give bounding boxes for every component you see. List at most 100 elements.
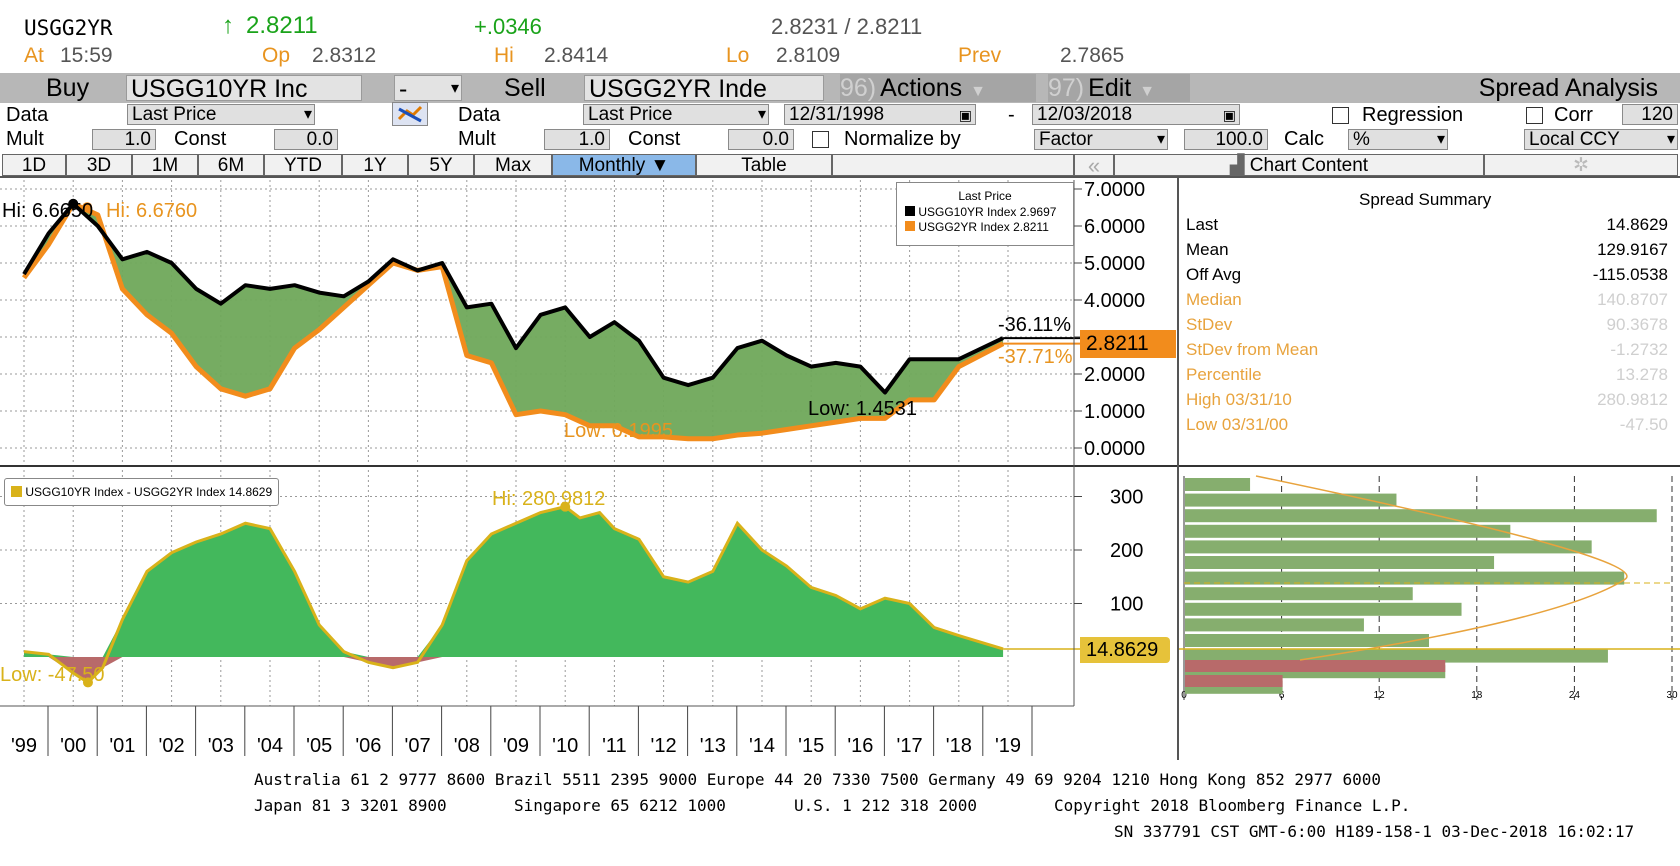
x-tick-label: '10 bbox=[552, 735, 578, 757]
hist-bar bbox=[1185, 618, 1364, 632]
hi-10y-label: Hi: 6.6650 bbox=[2, 200, 94, 222]
summary-value: -115.0538 bbox=[1592, 265, 1668, 284]
currency-dropdown[interactable]: Local CCY bbox=[1524, 129, 1678, 150]
hist-x-tick-label: 6 bbox=[1279, 690, 1285, 701]
calc-dropdown[interactable]: % bbox=[1348, 129, 1448, 150]
price-legend: Last Price USGG10YR Index 2.9697 USGG2YR… bbox=[896, 182, 1074, 246]
x-tick-label: '05 bbox=[306, 735, 332, 757]
calendar-icon[interactable]: ▣ bbox=[958, 107, 972, 123]
legend-swatch-spread bbox=[11, 486, 22, 497]
summary-row: StDev 90.3678 bbox=[1186, 314, 1680, 336]
summary-label: Median bbox=[1186, 290, 1242, 309]
y-tick-label: 0.0000 bbox=[1084, 438, 1145, 460]
corr-window-input[interactable]: 120 bbox=[1622, 104, 1678, 125]
sell-label: Sell bbox=[504, 74, 546, 102]
leg1-mult-input[interactable]: 1.0 bbox=[92, 129, 156, 150]
legend-title: Last Price bbox=[958, 189, 1012, 203]
end-date-input[interactable]: 12/03/2018 ▣ bbox=[1032, 104, 1240, 125]
summary-value: 13.278 bbox=[1616, 365, 1668, 384]
footer-us: U.S. 1 212 318 2000 bbox=[794, 796, 978, 815]
corr-checkbox[interactable] bbox=[1526, 107, 1543, 124]
calendar-icon[interactable]: ▣ bbox=[1222, 107, 1236, 123]
regression-checkbox[interactable] bbox=[1332, 107, 1349, 124]
hist-bar bbox=[1185, 571, 1625, 585]
footer-copyright: Copyright 2018 Bloomberg Finance L.P. bbox=[1054, 796, 1411, 815]
buy-security-input[interactable]: USGG10YR Inc bbox=[126, 75, 362, 101]
tab-max[interactable]: Max bbox=[474, 154, 552, 176]
summary-row: Percentile 13.278 bbox=[1186, 364, 1680, 386]
chart-content-label: Chart Content bbox=[1249, 155, 1369, 176]
leg1-data-dropdown[interactable]: Last Price bbox=[127, 104, 315, 125]
high-label: Hi bbox=[494, 44, 514, 67]
x-tick-label: '13 bbox=[700, 735, 726, 757]
last-price-tag: 2.8211 bbox=[1080, 330, 1176, 358]
tab-spacer bbox=[832, 154, 1074, 176]
x-tick-label: '08 bbox=[454, 735, 480, 757]
hist-bar bbox=[1185, 634, 1429, 647]
x-tick-label: '00 bbox=[60, 735, 86, 757]
start-date-value: 12/31/1998 bbox=[789, 104, 885, 125]
tab-3d[interactable]: 3D bbox=[66, 154, 132, 176]
normalize-method-dropdown[interactable]: Factor bbox=[1034, 129, 1168, 150]
y-tick-label: 100 bbox=[1110, 594, 1143, 616]
prev-label: Prev bbox=[958, 44, 1002, 67]
normalize-checkbox[interactable] bbox=[812, 131, 829, 148]
high-value: 2.8414 bbox=[544, 44, 609, 67]
gear-icon[interactable]: ✲ bbox=[1484, 154, 1678, 176]
legend-name-2y: USGG2YR Index bbox=[918, 220, 1010, 234]
tab-1d[interactable]: 1D bbox=[2, 154, 66, 176]
tab-5y[interactable]: 5Y bbox=[408, 154, 474, 176]
summary-value: 280.9812 bbox=[1597, 390, 1668, 409]
period-value: Monthly bbox=[578, 155, 646, 176]
legend-name-spread: USGG10YR Index - USGG2YR Index bbox=[25, 485, 226, 499]
leg2-mult-input[interactable]: 1.0 bbox=[544, 129, 610, 150]
buy-label: Buy bbox=[46, 74, 90, 102]
swap-legs-icon[interactable] bbox=[392, 102, 428, 126]
regression-label: Regression bbox=[1362, 104, 1464, 126]
summary-value: -1.2732 bbox=[1610, 340, 1668, 359]
leg2-const-input[interactable]: 0.0 bbox=[728, 129, 794, 150]
leg2-data-dropdown[interactable]: Last Price bbox=[583, 104, 769, 125]
edit-menu-button[interactable]: 97) Edit ▼ bbox=[1048, 74, 1190, 102]
footer-session: SN 337791 CST GMT-6:00 H189-158-1 03-Dec… bbox=[1114, 822, 1635, 841]
legend-swatch-2y bbox=[905, 221, 915, 231]
low-10y-label: Low: 1.4531 bbox=[808, 398, 917, 420]
actions-chevron-down-icon: ▼ bbox=[970, 83, 986, 100]
pct-change-10y: -36.11% bbox=[998, 314, 1072, 336]
actions-menu-button[interactable]: 96) Actions ▼ bbox=[840, 74, 1036, 102]
leg2-mult-label: Mult bbox=[458, 128, 496, 150]
x-tick-label: '07 bbox=[405, 735, 431, 757]
tab-ytd[interactable]: YTD bbox=[264, 154, 342, 176]
tab-1y[interactable]: 1Y bbox=[342, 154, 408, 176]
leg2-data-label: Data bbox=[458, 104, 501, 126]
leg1-const-input[interactable]: 0.0 bbox=[274, 129, 338, 150]
normalize-amount-input[interactable]: 100.0 bbox=[1184, 129, 1268, 150]
corr-label: Corr bbox=[1554, 104, 1593, 126]
legend-value-10y: 2.9697 bbox=[1019, 205, 1057, 219]
summary-label: Mean bbox=[1186, 240, 1229, 259]
edit-num: 97) bbox=[1048, 74, 1085, 102]
sell-security-input[interactable]: USGG2YR Inde bbox=[584, 75, 824, 101]
ticker: USGG2YR bbox=[24, 16, 113, 40]
spread-hi-label: Hi: 280.9812 bbox=[492, 488, 606, 510]
chart-content-button[interactable]: ▟ Chart Content bbox=[1114, 154, 1484, 176]
hist-x-tick-label: 30 bbox=[1666, 690, 1678, 701]
operator-dropdown[interactable]: - bbox=[394, 75, 462, 101]
x-tick-label: '04 bbox=[257, 735, 283, 757]
table-button[interactable]: Table bbox=[696, 154, 832, 176]
footer-japan: Japan 81 3 3201 8900 bbox=[254, 796, 447, 815]
summary-label: StDev from Mean bbox=[1186, 340, 1319, 359]
x-tick-label: '17 bbox=[897, 735, 923, 757]
actions-label: Actions bbox=[880, 74, 963, 102]
hist-bar-negative bbox=[1185, 675, 1283, 687]
collapse-panel-icon[interactable]: « bbox=[1074, 154, 1114, 177]
tab-6m[interactable]: 6M bbox=[198, 154, 264, 176]
start-date-input[interactable]: 12/31/1998 ▣ bbox=[784, 104, 976, 125]
summary-row: Off Avg -115.0538 bbox=[1186, 264, 1680, 286]
hist-bar bbox=[1185, 556, 1495, 569]
spread-negative-area bbox=[24, 657, 1004, 683]
tabs-bottom-border bbox=[0, 176, 1680, 178]
period-dropdown[interactable]: Monthly ▼ bbox=[552, 154, 696, 176]
tab-1m[interactable]: 1M bbox=[132, 154, 198, 176]
spread-positive-area bbox=[24, 506, 1004, 657]
